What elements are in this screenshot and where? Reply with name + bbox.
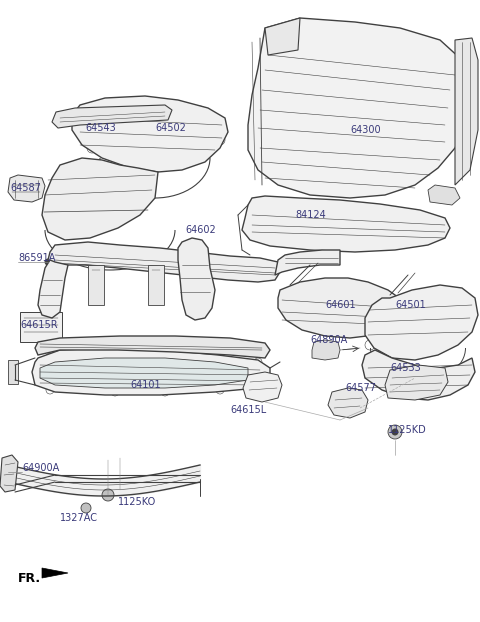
Polygon shape	[328, 388, 368, 418]
Text: 64601: 64601	[325, 300, 356, 310]
Polygon shape	[148, 265, 164, 305]
Polygon shape	[8, 175, 45, 202]
Polygon shape	[428, 185, 460, 205]
Polygon shape	[385, 365, 448, 400]
Polygon shape	[362, 350, 475, 400]
Bar	[20, 312, 62, 342]
Text: 64300: 64300	[350, 125, 381, 135]
Polygon shape	[42, 568, 68, 578]
Text: 64900A: 64900A	[22, 463, 59, 473]
Circle shape	[102, 489, 114, 501]
Text: 86591A: 86591A	[18, 253, 55, 263]
Polygon shape	[365, 285, 478, 360]
Polygon shape	[265, 18, 300, 55]
Circle shape	[81, 503, 91, 513]
Text: 64533: 64533	[390, 363, 421, 373]
Circle shape	[392, 429, 398, 435]
Text: 64101: 64101	[130, 380, 161, 390]
Polygon shape	[52, 105, 172, 128]
Text: 64615L: 64615L	[230, 405, 266, 415]
Polygon shape	[243, 372, 282, 402]
Text: 64502: 64502	[155, 123, 186, 133]
Polygon shape	[32, 348, 270, 395]
Text: 64543: 64543	[85, 123, 116, 133]
Polygon shape	[38, 260, 68, 318]
Polygon shape	[242, 196, 450, 252]
Text: 64501: 64501	[395, 300, 426, 310]
Text: 1125KO: 1125KO	[118, 497, 156, 507]
Text: 84124: 84124	[295, 210, 326, 220]
Polygon shape	[278, 278, 408, 338]
Bar	[8, 360, 18, 384]
Circle shape	[45, 259, 51, 265]
Polygon shape	[248, 18, 470, 198]
Polygon shape	[275, 250, 340, 275]
Text: 64577: 64577	[345, 383, 376, 393]
Circle shape	[164, 109, 172, 117]
Text: FR.: FR.	[18, 572, 41, 585]
Polygon shape	[35, 336, 270, 358]
Polygon shape	[178, 238, 215, 320]
Polygon shape	[0, 455, 18, 492]
Polygon shape	[88, 265, 104, 305]
Polygon shape	[455, 38, 478, 185]
Polygon shape	[42, 158, 158, 240]
Text: 64615R: 64615R	[20, 320, 58, 330]
Polygon shape	[48, 242, 280, 282]
Text: 64602: 64602	[185, 225, 216, 235]
Circle shape	[388, 425, 402, 439]
Polygon shape	[40, 358, 248, 388]
Text: 1327AC: 1327AC	[60, 513, 98, 523]
Circle shape	[54, 116, 62, 124]
Text: 64587: 64587	[10, 183, 41, 193]
Text: 64890A: 64890A	[310, 335, 347, 345]
Polygon shape	[72, 96, 228, 172]
Polygon shape	[312, 340, 340, 360]
Text: 1125KD: 1125KD	[388, 425, 427, 435]
